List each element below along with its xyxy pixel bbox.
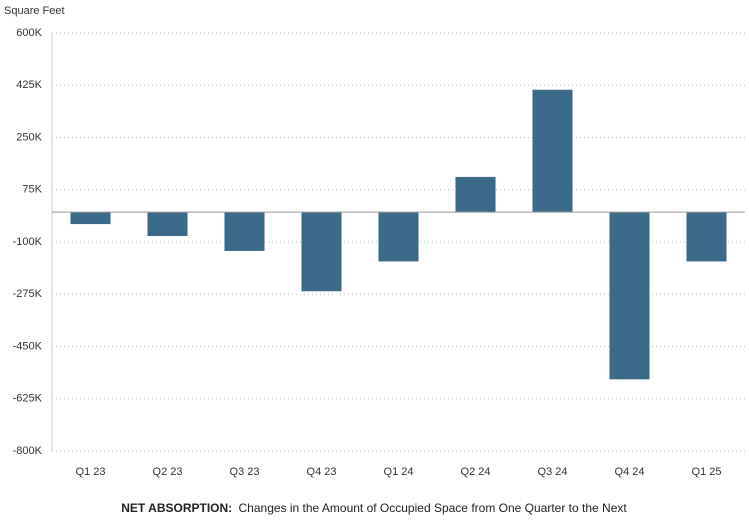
bar (301, 212, 342, 292)
x-tick-label: Q3 23 (230, 466, 260, 478)
y-tick-label: -450K (13, 340, 43, 352)
x-tick-label: Q1 23 (76, 466, 106, 478)
y-tick-label: 75K (22, 184, 42, 196)
y-tick-label: -100K (13, 236, 43, 248)
y-axis-label: Square Feet (4, 5, 65, 17)
x-tick-label: Q3 24 (538, 466, 568, 478)
bar (686, 212, 727, 262)
x-tick-label: Q2 23 (153, 466, 183, 478)
x-tick-label: Q1 25 (692, 466, 722, 478)
x-tick-label: Q1 24 (384, 466, 414, 478)
x-tick-label: Q4 23 (307, 466, 337, 478)
bar (609, 212, 650, 380)
bar (532, 89, 573, 213)
x-tick-label: Q4 24 (615, 466, 645, 478)
y-tick-label: -625K (13, 393, 43, 405)
bar (70, 212, 111, 225)
bar (455, 176, 496, 213)
y-tick-label: 250K (16, 131, 42, 143)
caption: NET ABSORPTION: Changes in the Amount of… (121, 501, 627, 515)
caption-label: NET ABSORPTION: (121, 501, 232, 515)
y-tick-label: 600K (16, 27, 42, 39)
bar (378, 212, 419, 262)
bar (147, 212, 188, 237)
y-tick-label: -800K (13, 445, 43, 457)
x-tick-label: Q2 24 (461, 466, 491, 478)
y-tick-label: -275K (13, 288, 43, 300)
bar (224, 212, 265, 251)
caption-text: Changes in the Amount of Occupied Space … (239, 501, 628, 515)
y-tick-label: 425K (16, 79, 42, 91)
